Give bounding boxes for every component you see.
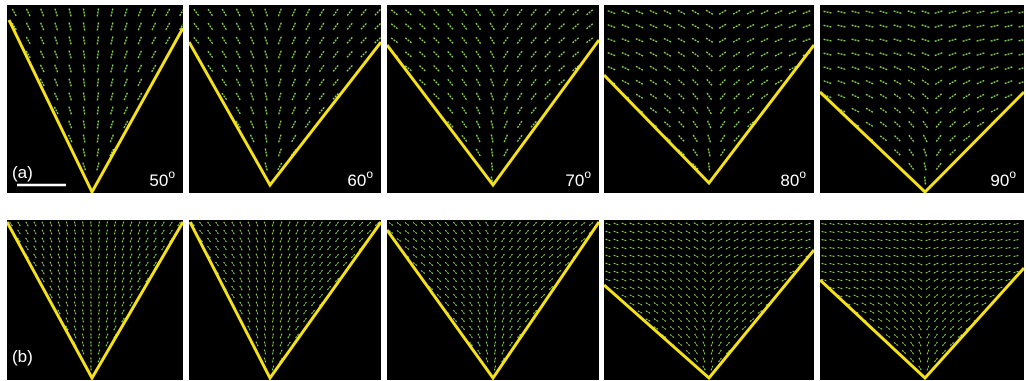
page: (a) (b) 50o60o70o80o90o (() => { const d…: [0, 0, 1026, 381]
panel: [7, 220, 183, 380]
degree-mark: o: [1009, 167, 1016, 181]
panel-background: [604, 5, 814, 193]
panel-background: [7, 220, 183, 380]
panel: [387, 5, 599, 193]
angle-value: 70: [565, 171, 584, 190]
panel: [604, 220, 814, 380]
panel: [189, 220, 381, 380]
panels: [7, 5, 1026, 380]
degree-mark: o: [366, 167, 373, 181]
degree-mark: o: [584, 167, 591, 181]
angle-value: 80: [780, 171, 799, 190]
row-b-label: (b): [12, 347, 33, 366]
panel: [189, 5, 381, 193]
figure: (a) (b) 50o60o70o80o90o: [0, 0, 1026, 381]
panel: [387, 220, 599, 380]
panel: [604, 5, 814, 193]
panel: [820, 5, 1026, 193]
panel-background: [387, 220, 599, 380]
panel: [820, 220, 1024, 380]
panel-background: [7, 5, 183, 193]
panel-background: [604, 220, 814, 380]
angle-value: 90: [990, 171, 1009, 190]
angle-value: 60: [347, 171, 366, 190]
panel: [7, 5, 184, 193]
degree-mark: o: [799, 167, 806, 181]
angle-value: 50: [149, 171, 168, 190]
director-dash: [925, 176, 926, 185]
row-a-label: (a): [12, 163, 33, 182]
panel-background: [820, 5, 1024, 193]
degree-mark: o: [168, 167, 175, 181]
